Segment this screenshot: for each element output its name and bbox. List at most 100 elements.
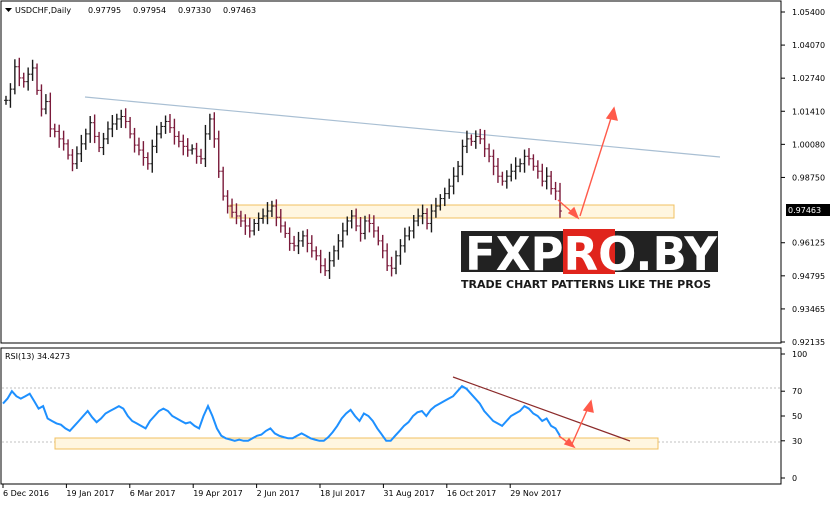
ohlc-bar bbox=[265, 202, 270, 225]
ohlc-bar bbox=[376, 226, 381, 246]
ohlc-bar bbox=[194, 142, 199, 164]
ohlc-bar bbox=[57, 124, 62, 148]
rsi-axis: 100 70 50 30 0 bbox=[781, 350, 807, 483]
ohlc-bar bbox=[425, 208, 430, 230]
ohlc-bar bbox=[464, 130, 469, 154]
ohlc-bar bbox=[83, 128, 88, 150]
time-tick-label: 31 Aug 2017 bbox=[383, 489, 434, 498]
ohlc-bar bbox=[278, 209, 283, 233]
candle-series bbox=[4, 57, 562, 279]
ohlc-bar bbox=[389, 256, 394, 277]
price-tick-label: 1.01410 bbox=[792, 107, 825, 116]
watermark-tagline: TRADE CHART PATTERNS LIKE THE PROS bbox=[461, 278, 711, 291]
ohlc-bar bbox=[473, 130, 478, 149]
ohlc-bar bbox=[327, 251, 332, 279]
ohlc-bar bbox=[190, 144, 195, 155]
ohlc-bar bbox=[30, 59, 35, 81]
ohlc-bar bbox=[79, 134, 84, 163]
ohlc-bar bbox=[167, 113, 172, 133]
ohlc-bar bbox=[309, 235, 314, 258]
price-panel bbox=[0, 0, 782, 344]
ohlc-bar bbox=[97, 131, 102, 153]
ohlc-bar bbox=[141, 141, 146, 166]
ohlc-bar bbox=[114, 113, 119, 130]
dropdown-triangle-icon[interactable] bbox=[5, 8, 12, 12]
ohlc-bar bbox=[495, 158, 500, 183]
ohlc-bar bbox=[500, 171, 505, 186]
ohlc-bar bbox=[380, 234, 385, 259]
support-zone-price bbox=[229, 204, 675, 219]
ohlc-bar bbox=[159, 121, 164, 139]
ohlc-bar bbox=[105, 121, 110, 145]
watermark-accent bbox=[563, 229, 615, 274]
ohlc-bar bbox=[345, 216, 350, 236]
rsi-panel bbox=[0, 347, 782, 485]
time-tick-label: 18 Jul 2017 bbox=[320, 489, 365, 498]
price-down-arrowhead bbox=[567, 206, 580, 220]
ohlc-bar bbox=[553, 181, 558, 201]
ohlc-bar bbox=[518, 158, 523, 173]
ohlc-bar bbox=[540, 163, 545, 187]
price-axis: 1.05400 1.04070 1.02740 1.01410 1.00080 0.987… bbox=[781, 8, 825, 347]
watermark-brand: FXPRO.BY bbox=[465, 227, 718, 281]
ohlc-bar bbox=[110, 114, 115, 138]
ohlc-bar bbox=[469, 134, 474, 146]
price-tick-label: 0.93465 bbox=[792, 305, 825, 314]
ohlc-bar bbox=[185, 138, 190, 157]
ohlc-bar bbox=[269, 200, 274, 217]
ohlc-bar bbox=[522, 149, 527, 173]
chart-header: USDCHF,Daily 0.97795 0.97954 0.97330 0.9… bbox=[5, 6, 256, 15]
ohlc-bar bbox=[314, 246, 319, 261]
watermark: FXPRO.BY TRADE CHART PATTERNS LIKE THE P… bbox=[461, 227, 718, 291]
ohlc-bar bbox=[132, 127, 137, 153]
ohlc-bar bbox=[385, 243, 390, 271]
current-price-label: 0.97463 bbox=[788, 206, 821, 215]
rsi-down-arrowhead bbox=[563, 437, 576, 449]
ohlc-bar bbox=[336, 234, 341, 260]
ohlc-bar bbox=[43, 94, 48, 115]
ohlc-bar bbox=[491, 149, 496, 176]
ohlc-bar bbox=[247, 217, 252, 238]
ohlc-bar bbox=[331, 245, 336, 267]
ohlc-bar bbox=[274, 199, 279, 227]
current-price-marker: 0.97463 bbox=[786, 204, 830, 216]
ohlc-bar bbox=[61, 130, 66, 151]
rsi-tick-label: 70 bbox=[792, 387, 802, 396]
ohlc-bar bbox=[128, 116, 133, 139]
ohlc-bar bbox=[478, 128, 483, 145]
rsi-header: RSI(13) 34.4273 bbox=[5, 352, 70, 361]
support-zone-rsi bbox=[54, 437, 659, 450]
ohlc-bar bbox=[238, 210, 243, 227]
ohlc-bar bbox=[92, 114, 97, 144]
rsi-trendline bbox=[452, 376, 631, 442]
ohlc-bar bbox=[119, 109, 124, 128]
ohlc-bar bbox=[26, 67, 31, 91]
ohlc-bar bbox=[101, 132, 106, 156]
ohlc-bar bbox=[287, 227, 292, 251]
ohlc-bar bbox=[411, 215, 416, 239]
ohlc-bar bbox=[261, 208, 266, 224]
ohlc-bar bbox=[70, 149, 75, 172]
ohlc-bar bbox=[145, 152, 150, 170]
ohlc-bar bbox=[398, 239, 403, 265]
ohlc-bar bbox=[123, 108, 128, 129]
ohlc-bar bbox=[221, 166, 226, 201]
ohlc-bar bbox=[371, 215, 376, 238]
time-tick-label: 19 Jan 2017 bbox=[66, 489, 114, 498]
ohlc-bar bbox=[340, 222, 345, 248]
ohlc-bar bbox=[252, 218, 257, 236]
ohlc-bar bbox=[358, 216, 363, 242]
ohlc-bar bbox=[544, 167, 549, 190]
ohlc-bar bbox=[283, 221, 288, 238]
ohlc-bar bbox=[362, 215, 367, 240]
rsi-tick-label: 30 bbox=[792, 437, 802, 446]
ohlc-bar bbox=[230, 198, 235, 218]
ohlc-bar bbox=[292, 235, 297, 252]
ohlc-bar bbox=[35, 63, 40, 95]
ohlc-bar bbox=[181, 134, 186, 156]
ohlc-bar bbox=[243, 214, 248, 235]
time-tick-label: 6 Mar 2017 bbox=[130, 489, 176, 498]
ohlc-bar bbox=[433, 197, 438, 218]
ohlc-bar bbox=[17, 57, 22, 87]
